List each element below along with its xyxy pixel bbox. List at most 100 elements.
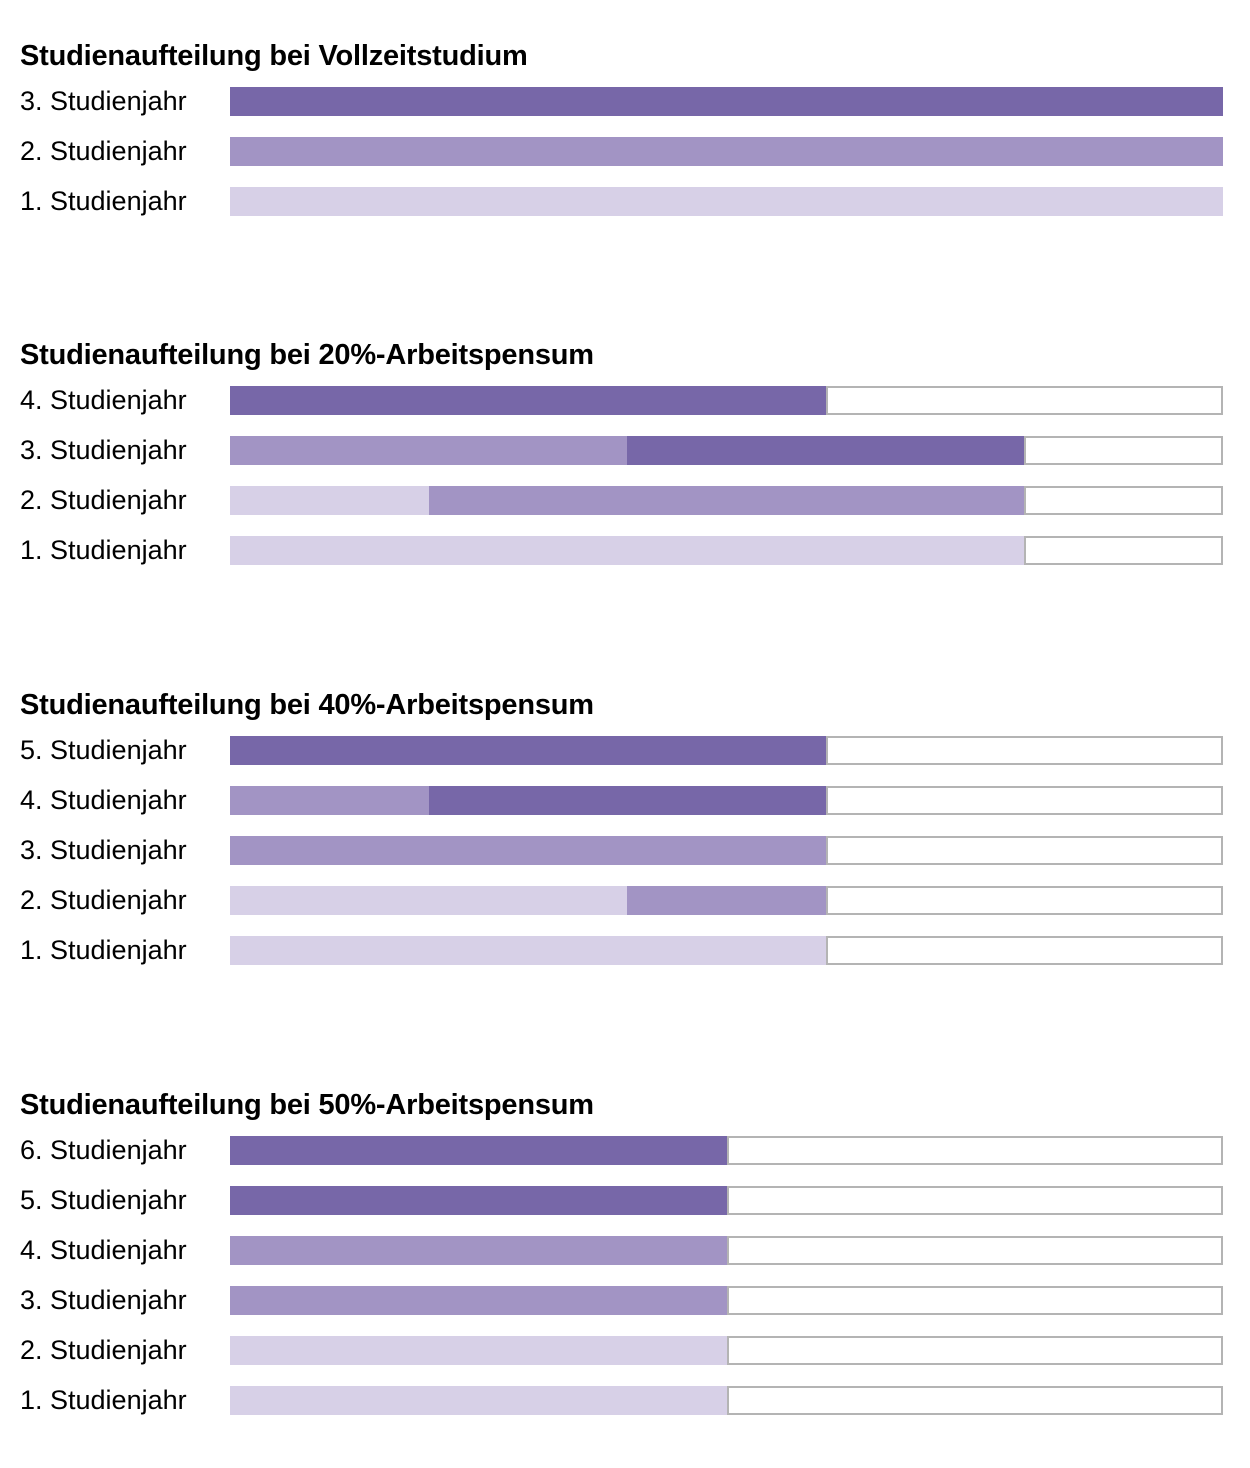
- bar-segment-medium: [230, 137, 1223, 166]
- bar-row: 5. Studienjahr: [0, 736, 1250, 765]
- bar-track: [230, 786, 1223, 815]
- bar-row: 2. Studienjahr: [0, 1336, 1250, 1365]
- bar-rows: 4. Studienjahr 3. Studienjahr 2. Studienja…: [0, 386, 1250, 586]
- bar-segment-light: [230, 1386, 727, 1415]
- bar-track: [230, 386, 1223, 415]
- bar-label: 2. Studienjahr: [20, 885, 187, 915]
- bar-track: [230, 87, 1223, 116]
- bar-row: 4. Studienjahr: [0, 1236, 1250, 1265]
- bar-label: 3. Studienjahr: [20, 835, 187, 865]
- bar-track: [230, 137, 1223, 166]
- bar-row: 6. Studienjahr: [0, 1136, 1250, 1165]
- bar-label: 1. Studienjahr: [20, 1385, 187, 1415]
- bar-label: 2. Studienjahr: [20, 485, 187, 515]
- remainder-box: [825, 886, 1223, 915]
- bar-track: [230, 187, 1223, 216]
- bar-label: 5. Studienjahr: [20, 735, 187, 765]
- bar-label: 3. Studienjahr: [20, 435, 187, 465]
- bar-segment-dark: [230, 1136, 727, 1165]
- bar-row: 1. Studienjahr: [0, 1386, 1250, 1415]
- bar-label: 1. Studienjahr: [20, 186, 187, 216]
- bar-segment-dark: [230, 736, 826, 765]
- bar-label: 6. Studienjahr: [20, 1135, 187, 1165]
- bar-row: 2. Studienjahr: [0, 137, 1250, 166]
- remainder-box: [726, 1186, 1223, 1215]
- bar-segment-dark: [230, 386, 826, 415]
- bar-segment-dark: [627, 436, 1025, 465]
- bar-segment-medium: [428, 486, 1025, 515]
- bar-track: [230, 736, 1223, 765]
- bar-label: 1. Studienjahr: [20, 935, 187, 965]
- section-title: Studienaufteilung bei 20%-Arbeitspensum: [20, 339, 594, 371]
- bar-track: [230, 886, 1223, 915]
- bar-segment-medium: [627, 886, 826, 915]
- bar-label: 2. Studienjahr: [20, 136, 187, 166]
- bar-label: 4. Studienjahr: [20, 385, 187, 415]
- bar-track: [230, 436, 1223, 465]
- bar-segment-medium: [230, 786, 429, 815]
- bar-row: 3. Studienjahr: [0, 87, 1250, 116]
- bar-track: [230, 936, 1223, 965]
- bar-row: 1. Studienjahr: [0, 936, 1250, 965]
- bar-rows: 6. Studienjahr 5. Studienjahr 4. Studienja…: [0, 1136, 1250, 1436]
- bar-row: 2. Studienjahr: [0, 486, 1250, 515]
- bar-row: 4. Studienjahr: [0, 386, 1250, 415]
- remainder-box: [825, 736, 1223, 765]
- remainder-box: [1024, 536, 1223, 565]
- bar-row: 4. Studienjahr: [0, 786, 1250, 815]
- section-title: Studienaufteilung bei 40%-Arbeitspensum: [20, 689, 594, 721]
- remainder-box: [726, 1336, 1223, 1365]
- remainder-box: [1024, 436, 1223, 465]
- bar-segment-medium: [230, 436, 628, 465]
- bar-segment-light: [230, 1336, 727, 1365]
- remainder-box: [726, 1286, 1223, 1315]
- bar-track: [230, 836, 1223, 865]
- bar-row: 3. Studienjahr: [0, 836, 1250, 865]
- remainder-box: [825, 836, 1223, 865]
- bar-segment-dark: [428, 786, 826, 815]
- remainder-box: [726, 1386, 1223, 1415]
- bar-rows: 5. Studienjahr 4. Studienjahr 3. Studienja…: [0, 736, 1250, 986]
- bar-segment-light: [230, 886, 628, 915]
- remainder-box: [825, 386, 1223, 415]
- bar-track: [230, 1336, 1223, 1365]
- bar-track: [230, 486, 1223, 515]
- bar-segment-dark: [230, 1186, 727, 1215]
- bar-rows: 3. Studienjahr 2. Studienjahr 1. Studienja…: [0, 87, 1250, 237]
- bar-segment-light: [230, 486, 429, 515]
- remainder-box: [825, 786, 1223, 815]
- bar-row: 2. Studienjahr: [0, 886, 1250, 915]
- bar-label: 2. Studienjahr: [20, 1335, 187, 1365]
- section-title: Studienaufteilung bei Vollzeitstudium: [20, 40, 528, 72]
- remainder-box: [726, 1136, 1223, 1165]
- bar-segment-light: [230, 536, 1025, 565]
- bar-row: 1. Studienjahr: [0, 187, 1250, 216]
- bar-segment-medium: [230, 1286, 727, 1315]
- bar-track: [230, 536, 1223, 565]
- bar-label: 1. Studienjahr: [20, 535, 187, 565]
- bar-row: 1. Studienjahr: [0, 536, 1250, 565]
- remainder-box: [1024, 486, 1223, 515]
- bar-label: 5. Studienjahr: [20, 1185, 187, 1215]
- bar-segment-light: [230, 187, 1223, 216]
- bar-label: 4. Studienjahr: [20, 785, 187, 815]
- bar-label: 4. Studienjahr: [20, 1235, 187, 1265]
- bar-row: 5. Studienjahr: [0, 1186, 1250, 1215]
- remainder-box: [825, 936, 1223, 965]
- bar-row: 3. Studienjahr: [0, 1286, 1250, 1315]
- bar-segment-medium: [230, 836, 826, 865]
- bar-track: [230, 1286, 1223, 1315]
- section-title: Studienaufteilung bei 50%-Arbeitspensum: [20, 1089, 594, 1121]
- bar-track: [230, 1186, 1223, 1215]
- bar-track: [230, 1386, 1223, 1415]
- bar-track: [230, 1136, 1223, 1165]
- bar-row: 3. Studienjahr: [0, 436, 1250, 465]
- remainder-box: [726, 1236, 1223, 1265]
- bar-segment-light: [230, 936, 826, 965]
- bar-label: 3. Studienjahr: [20, 1285, 187, 1315]
- bar-segment-dark: [230, 87, 1223, 116]
- bar-label: 3. Studienjahr: [20, 86, 187, 116]
- bar-segment-medium: [230, 1236, 727, 1265]
- bar-track: [230, 1236, 1223, 1265]
